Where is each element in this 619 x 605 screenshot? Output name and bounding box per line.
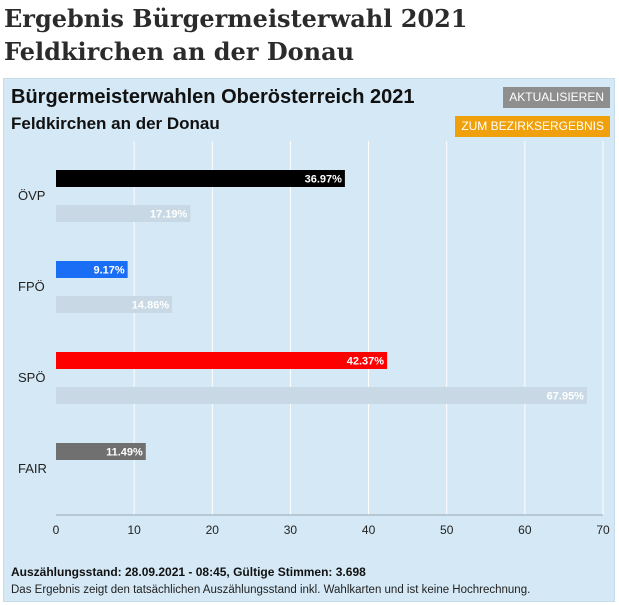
election-widget: Bürgermeisterwahlen Oberösterreich 2021 … [3,78,615,602]
bar-current-value-label: 11.49% [106,447,143,459]
district-result-button[interactable]: ZUM BEZIRKSERGEBNIS [455,116,610,137]
bar-current [56,352,388,369]
category-label: FPÖ [18,279,45,294]
widget-title: Bürgermeisterwahlen Oberösterreich 2021 [11,86,415,108]
count-status: Auszählungsstand: 28.09.2021 - 08:45, Gü… [11,565,366,579]
refresh-button[interactable]: AKTUALISIEREN [503,87,610,108]
bar-current [56,443,146,460]
category-label: FAIR [18,461,47,476]
bar-current-value-label: 9.17% [93,265,124,277]
page-title: Ergebnis Bürgermeisterwahl 2021 Feldkirc… [4,4,468,66]
results-bar-chart: 0 10 20 30 40 50 60 70 ÖVP 36.97% 17.19% FPÖ 9.17% 14… [18,141,610,537]
widget-subtitle: Feldkirchen an der Donau [11,114,220,133]
bar-current-value-label: 42.37% [347,356,385,368]
category-label: SPÖ [18,370,45,385]
x-tick-label: 0 [53,523,60,537]
x-tick-label: 10 [127,523,141,537]
x-tick-label: 40 [362,523,376,537]
x-tick-label: 20 [206,523,220,537]
bar-previous [56,205,191,222]
x-tick-label: 60 [518,523,532,537]
bar-current [56,261,128,278]
bar-current [56,170,345,187]
bar-previous [56,387,587,404]
x-tick-label: 30 [284,523,298,537]
bar-current-value-label: 36.97% [305,174,343,186]
x-tick-label: 70 [596,523,610,537]
bar-previous [56,296,173,313]
bar-previous-value-label: 14.86% [132,300,170,312]
category-label: ÖVP [18,188,45,203]
x-tick-label: 50 [440,523,454,537]
bar-previous-value-label: 17.19% [150,209,188,221]
bar-previous-value-label: 67.95% [547,391,585,403]
result-note: Das Ergebnis zeigt den tatsächlichen Aus… [11,584,531,596]
